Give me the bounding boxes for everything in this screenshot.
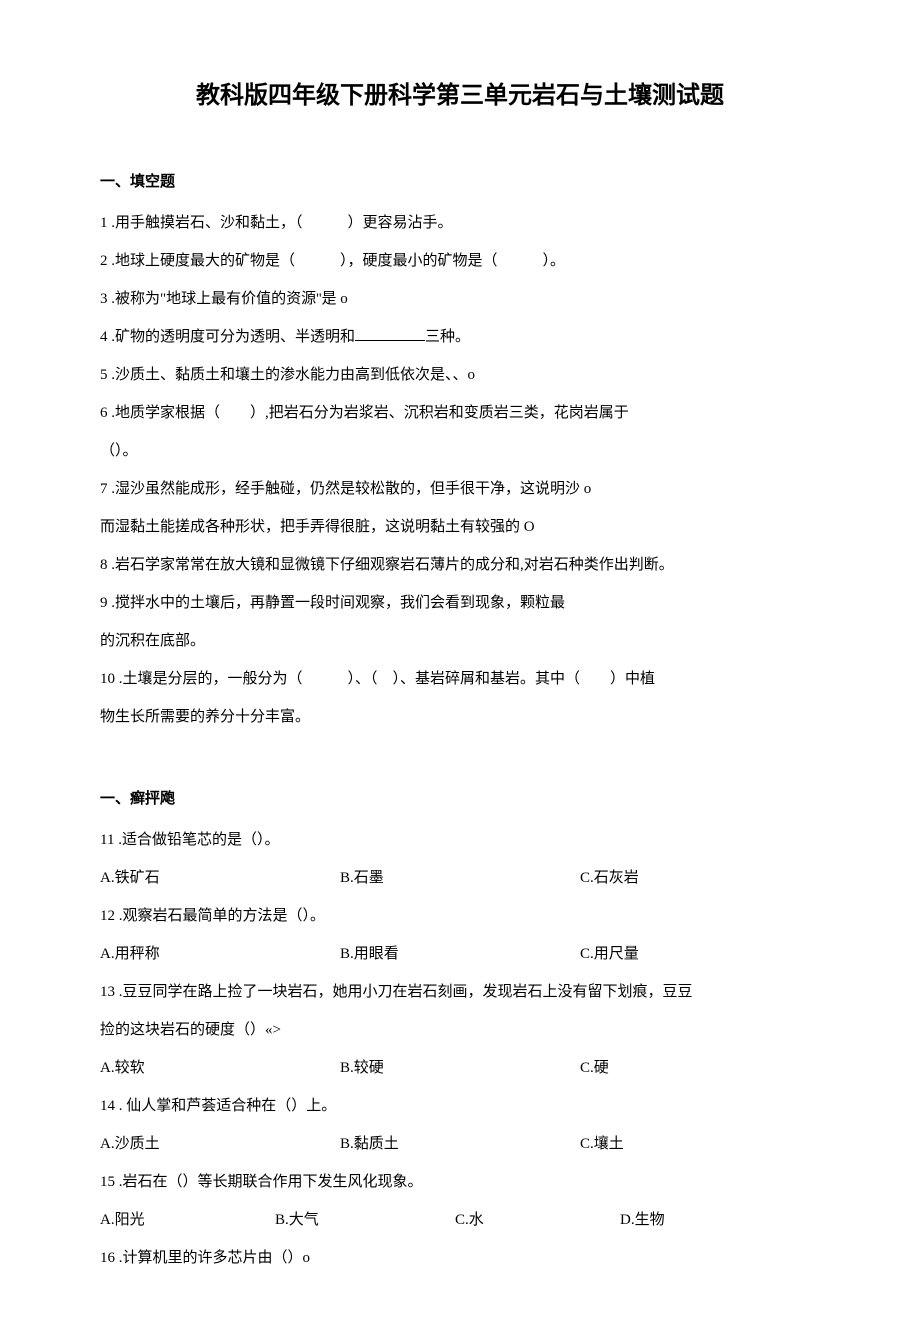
q3: 3 .被称为"地球上最有价值的资源''是 o	[100, 281, 820, 317]
q13a: 13 .豆豆同学在路上捡了一块岩石，她用小刀在岩石刻画，发现岩石上没有留下划痕，…	[100, 974, 820, 1010]
q4: 4 .矿物的透明度可分为透明、半透明和 三种。	[100, 319, 820, 355]
q6b: （）。	[100, 433, 820, 469]
q2: 2 .地球上硬度最大的矿物是（ ），硬度最小的矿物是（ ）。	[100, 243, 820, 279]
q15-opt-b: B.大气	[275, 1202, 455, 1238]
q11-opt-c: C.石灰岩	[580, 860, 639, 896]
q13-opt-a: A.较软	[100, 1050, 340, 1086]
q7a: 7 .湿沙虽然能成形，经手触碰，仍然是较松散的，但手很干净，这说明沙 o	[100, 471, 820, 507]
q16: 16 .计算机里的许多芯片由（）o	[100, 1240, 820, 1276]
q4-post: 三种。	[425, 329, 470, 345]
q6a: 6 .地质学家根据（ ）,把岩石分为岩浆岩、沉积岩和变质岩三类，花岗岩属于	[100, 395, 820, 431]
q10a: 10 .土壤是分层的，一般分为（ ）、（ ）、基岩碎屑和基岩。其中（ ）中植	[100, 661, 820, 697]
q8: 8 .岩石学家常常在放大镜和显微镜下仔细观察岩石薄片的成分和,对岩石种类作出判断…	[100, 547, 820, 583]
doc-title: 教科版四年级下册科学第三单元岩石与土壤测试题	[100, 75, 820, 110]
q13-opt-b: B.较硬	[340, 1050, 580, 1086]
q13-options: A.较软 B.较硬 C.硬	[100, 1050, 820, 1086]
q15-opt-c: C.水	[455, 1202, 620, 1238]
q5: 5 .沙质土、黏质土和壤土的渗水能力由高到低依次是、、o	[100, 357, 820, 393]
q4-pre: 4 .矿物的透明度可分为透明、半透明和	[100, 329, 355, 345]
q11-options: A.铁矿石 B.石墨 C.石灰岩	[100, 860, 820, 896]
q11-opt-b: B.石墨	[340, 860, 580, 896]
q15-opt-d: D.生物	[620, 1202, 665, 1238]
q14-opt-b: B.黏质土	[340, 1126, 580, 1162]
q9b: 的沉积在底部。	[100, 623, 820, 659]
q12-opt-a: A.用秤称	[100, 936, 340, 972]
q12-opt-c: C.用尺量	[580, 936, 639, 972]
q10b: 物生长所需要的养分十分丰富。	[100, 699, 820, 735]
section1-header: 一、填空题	[100, 170, 820, 191]
q4-blank	[355, 327, 425, 341]
q12-options: A.用秤称 B.用眼看 C.用尺量	[100, 936, 820, 972]
q9a: 9 .搅拌水中的土壤后，再静置一段时间观察，我们会看到现象，颗粒最	[100, 585, 820, 621]
q15-options: A.阳光 B.大气 C.水 D.生物	[100, 1202, 820, 1238]
q12-opt-b: B.用眼看	[340, 936, 580, 972]
q13b: 捡的这块岩石的硬度（）«>	[100, 1012, 820, 1048]
q14-opt-a: A.沙质土	[100, 1126, 340, 1162]
q11: 11 .适合做铅笔芯的是（）。	[100, 822, 820, 858]
q12: 12 .观察岩石最简单的方法是（）。	[100, 898, 820, 934]
section2-header: 一、癣抨飑	[100, 787, 820, 808]
q15: 15 .岩石在（）等长期联合作用下发生风化现象。	[100, 1164, 820, 1200]
q1: 1 .用手触摸岩石、沙和黏土，（ ）更容易沾手。	[100, 205, 820, 241]
q14-opt-c: C.壤土	[580, 1126, 624, 1162]
q11-opt-a: A.铁矿石	[100, 860, 340, 896]
q15-opt-a: A.阳光	[100, 1202, 275, 1238]
q13-opt-c: C.硬	[580, 1050, 609, 1086]
q14-options: A.沙质土 B.黏质土 C.壤土	[100, 1126, 820, 1162]
q7b: 而湿黏土能搓成各种形状，把手弄得很脏，这说明黏土有较强的 O	[100, 509, 820, 545]
q14: 14 . 仙人掌和芦荟适合种在（）上。	[100, 1088, 820, 1124]
